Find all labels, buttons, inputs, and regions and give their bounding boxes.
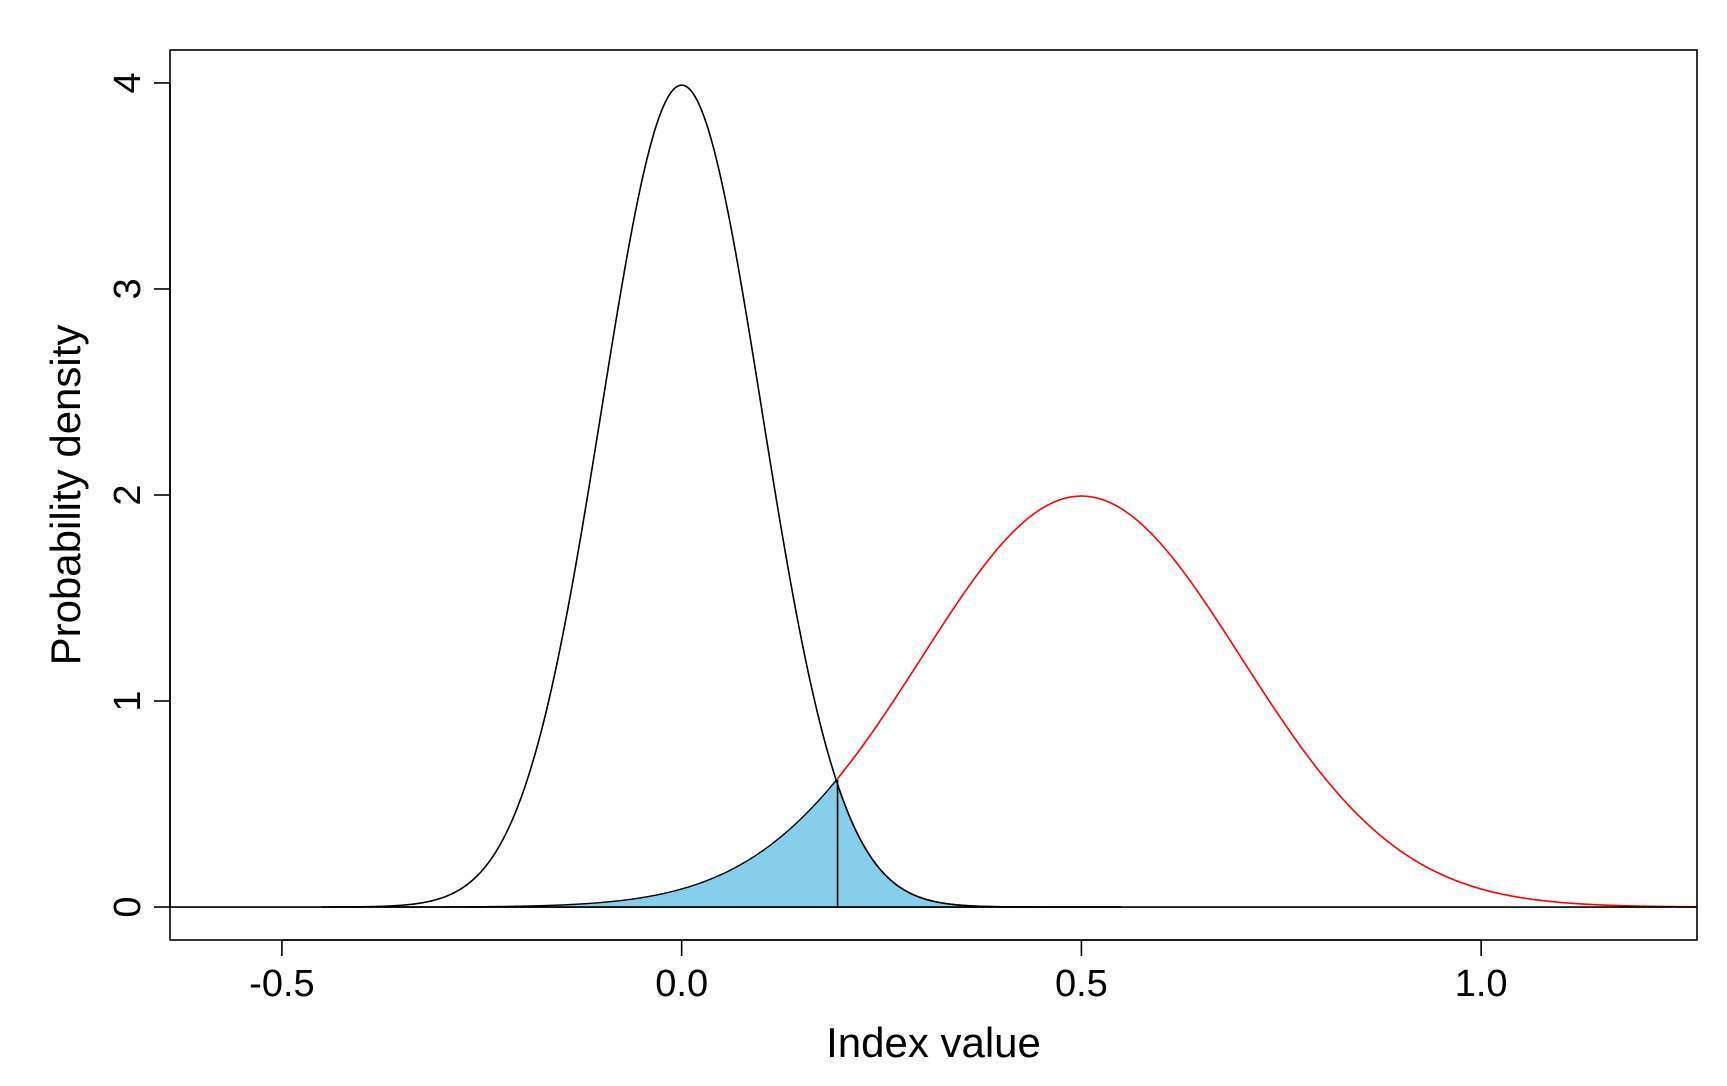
y-tick-label: 1 bbox=[107, 690, 149, 711]
x-axis: -0.5 0.0 0.5 1.0 bbox=[249, 939, 1508, 1005]
x-tick-label: -0.5 bbox=[249, 963, 314, 1005]
x-axis-title: Index value bbox=[826, 1019, 1041, 1066]
density-curve-2 bbox=[836, 495, 1698, 908]
y-tick-label: 3 bbox=[107, 278, 149, 299]
y-tick-label: 4 bbox=[107, 72, 149, 93]
x-tick-label: 1.0 bbox=[1455, 963, 1508, 1005]
x-tick-label: 0.0 bbox=[655, 963, 708, 1005]
y-tick-label: 0 bbox=[107, 896, 149, 917]
x-tick-label: 0.5 bbox=[1055, 963, 1108, 1005]
plot-area bbox=[170, 84, 1698, 908]
y-tick-label: 2 bbox=[107, 484, 149, 505]
y-axis: 0 1 2 3 4 bbox=[107, 72, 171, 918]
y-axis-title: Probability density bbox=[42, 325, 89, 666]
